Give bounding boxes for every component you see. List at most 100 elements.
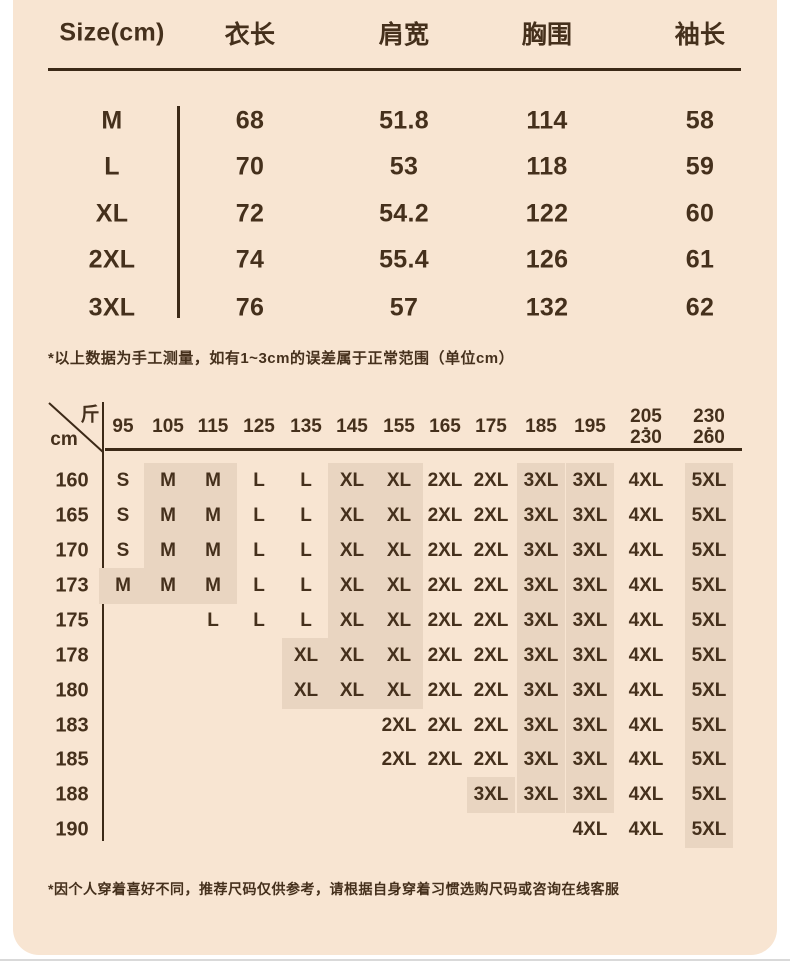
reco-table-cell: 4XL xyxy=(628,575,664,596)
reco-table-cell: 3XL xyxy=(467,777,515,813)
size-table-row-label: XL xyxy=(95,199,129,228)
reco-table-cell: L xyxy=(300,470,312,491)
reco-table-cell: M xyxy=(144,533,192,569)
size-table-cell: 54.2 xyxy=(379,199,429,228)
reco-table-cell: XL xyxy=(282,638,330,674)
reco-table-cell: 4XL xyxy=(628,784,664,805)
reco-table-cell: 2XL xyxy=(427,715,463,736)
reco-table-cell: 5XL xyxy=(685,568,733,604)
reco-table-cell: XL xyxy=(328,463,376,499)
reco-table-cell: 2XL xyxy=(473,645,509,666)
reco-table-cell: XL xyxy=(375,603,423,639)
reco-table-cell: 2XL xyxy=(427,540,463,561)
reco-table-cell: 2XL xyxy=(473,470,509,491)
size-table-cell: 126 xyxy=(525,245,569,274)
reco-table-weight-header: 115 xyxy=(197,416,229,437)
size-table-cell: 62 xyxy=(685,293,715,322)
reco-table-weight-header: 165 xyxy=(429,416,461,437)
size-table-row-label: M xyxy=(101,106,123,135)
reco-table-cell: XL xyxy=(328,638,376,674)
reco-table-cell: 3XL xyxy=(517,708,565,744)
size-table-cell: 53 xyxy=(389,152,419,181)
reco-table-cell: 3XL xyxy=(517,603,565,639)
reco-table-cell: 4XL xyxy=(628,610,664,631)
reco-table-height-label: 173 xyxy=(55,574,89,597)
reco-table-cell: L xyxy=(253,610,265,631)
reco-table-cell: 3XL xyxy=(566,777,614,813)
reco-table-cell: 2XL xyxy=(427,505,463,526)
reco-table-cell: M xyxy=(99,568,147,604)
reco-table-cell: 4XL xyxy=(628,505,664,526)
size-table-cell: 114 xyxy=(526,106,568,135)
reco-table-height-label: 160 xyxy=(55,469,89,492)
reco-table-cell: L xyxy=(300,540,312,561)
corner-diagonal-line xyxy=(48,402,104,453)
reco-table-cell: XL xyxy=(375,638,423,674)
size-table-cell: 51.8 xyxy=(379,106,429,135)
reco-table-cell: 4XL xyxy=(628,749,664,770)
reco-table-cell: 3XL xyxy=(517,673,565,709)
reco-table-height-label: 170 xyxy=(55,539,89,562)
section-divider xyxy=(0,959,790,961)
reco-table-weight-header: 175 xyxy=(475,416,507,437)
reco-table-cell: 3XL xyxy=(517,498,565,534)
reco-table-cell: 5XL xyxy=(685,638,733,674)
reco-table-cell: 4XL xyxy=(628,819,664,840)
size-chart-panel: Size(cm) 衣长 肩宽 胸围 袖长 M 68 51.8 114 58 L 70 53 118 59 X… xyxy=(13,0,777,955)
reco-table-cell: XL xyxy=(328,533,376,569)
size-table-cell: 76 xyxy=(235,293,265,322)
reco-table-cell: 4XL xyxy=(572,819,608,840)
reco-table-cell: XL xyxy=(328,603,376,639)
reco-table-cell: 5XL xyxy=(685,603,733,639)
reco-table-cell: 5XL xyxy=(685,498,733,534)
reco-table-cell: L xyxy=(300,610,312,631)
reco-table-cell: XL xyxy=(375,533,423,569)
reco-table-cell: 3XL xyxy=(566,708,614,744)
reco-table-cell: 2XL xyxy=(427,680,463,701)
size-table-cell: 118 xyxy=(526,152,568,181)
reco-table-cell: 4XL xyxy=(628,715,664,736)
recommendation-note: *因个人穿着喜好不同，推荐尺码仅供参考，请根据自身穿着习惯选购尺码或咨询在线客服 xyxy=(48,881,620,897)
reco-table-height-label: 185 xyxy=(55,748,89,771)
size-table-column-header: 袖长 xyxy=(674,21,726,49)
size-table-row-label: 2XL xyxy=(88,245,136,274)
reco-table-cell: 2XL xyxy=(473,575,509,596)
reco-table-weight-header: 195 xyxy=(574,416,606,437)
reco-table-cell: M xyxy=(144,463,192,499)
reco-table-cell: XL xyxy=(328,568,376,604)
reco-table-cell: S xyxy=(116,505,130,526)
reco-table-cell: 3XL xyxy=(566,533,614,569)
reco-table-height-label: 180 xyxy=(55,679,89,702)
reco-table-header-rule xyxy=(105,448,742,451)
reco-table-cell: 2XL xyxy=(427,645,463,666)
reco-table-cell: 2XL xyxy=(427,470,463,491)
reco-table-cell: 5XL xyxy=(685,777,733,813)
reco-table-cell: 5XL xyxy=(685,533,733,569)
size-table-header-rule xyxy=(48,68,741,71)
size-table-cell: 55.4 xyxy=(379,245,429,274)
measurement-note: *以上数据为手工测量，如有1~3cm的误差属于正常范围（单位cm） xyxy=(48,350,515,367)
reco-table-cell: 2XL xyxy=(473,505,509,526)
reco-table-cell: 4XL xyxy=(628,645,664,666)
reco-table-cell: 3XL xyxy=(566,463,614,499)
reco-table-cell: 3XL xyxy=(517,742,565,778)
reco-table-cell: XL xyxy=(375,498,423,534)
size-table-cell: 68 xyxy=(235,106,265,135)
reco-table-cell: 4XL xyxy=(628,680,664,701)
reco-table-cell: 5XL xyxy=(685,673,733,709)
reco-table-weight-header: 155 xyxy=(383,416,415,437)
reco-table-cell: 3XL xyxy=(566,742,614,778)
reco-table-cell: M xyxy=(144,568,192,604)
reco-table-weight-header: 205-230 xyxy=(630,406,662,448)
reco-table-cell: 5XL xyxy=(685,708,733,744)
reco-table-height-label: 188 xyxy=(55,783,89,806)
reco-table-height-label: 165 xyxy=(55,504,89,527)
size-table-column-divider xyxy=(177,106,180,318)
reco-table-cell: 2XL xyxy=(473,715,509,736)
reco-table-cell: 3XL xyxy=(517,463,565,499)
reco-table-cell: L xyxy=(253,505,265,526)
reco-table-cell: 2XL xyxy=(381,715,417,736)
reco-table-height-label: 183 xyxy=(55,714,89,737)
reco-table-cell: S xyxy=(116,470,130,491)
